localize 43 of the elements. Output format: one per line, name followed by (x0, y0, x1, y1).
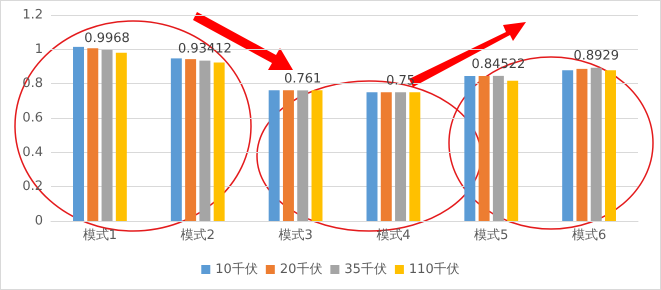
x-tick-label: 模式6 (572, 228, 606, 243)
bar (576, 68, 588, 221)
legend-label: 10千伏 (215, 262, 258, 277)
data-label: 0.9968 (84, 30, 130, 46)
legend-label: 35千伏 (344, 262, 387, 277)
bar (590, 68, 602, 221)
bar (282, 90, 294, 221)
x-tick-label: 模式2 (180, 228, 215, 243)
bar (312, 90, 322, 221)
data-label: 0.761 (284, 71, 322, 86)
bar (464, 76, 476, 221)
y-tick-label: 1 (34, 42, 43, 57)
x-tick-label: 模式1 (82, 228, 118, 243)
bar (102, 50, 113, 221)
bar (562, 70, 574, 221)
legend-label: 20千伏 (280, 262, 322, 277)
data-label: 0.93412 (178, 42, 232, 57)
bar (214, 62, 225, 221)
x-tick-label: 模式5 (474, 228, 508, 243)
bar (366, 92, 378, 221)
bar (73, 46, 84, 221)
bar (268, 90, 280, 221)
bar (507, 80, 518, 221)
legend-label: 110千伏 (408, 262, 460, 277)
bar (478, 76, 490, 221)
x-tick-label: 模式3 (278, 228, 313, 243)
bar (87, 48, 98, 221)
bar (380, 92, 392, 221)
y-tick-label: 1.2 (22, 8, 43, 22)
bar (492, 76, 504, 221)
data-label: 0.8929 (573, 48, 619, 64)
y-tick-label: 0.6 (22, 110, 43, 126)
bar (409, 92, 420, 221)
bar (170, 58, 182, 221)
bar (185, 59, 196, 221)
y-tick-label: 0.4 (22, 144, 43, 160)
bar (605, 70, 616, 221)
bar (199, 60, 210, 221)
bar (116, 52, 127, 221)
x-tick-label: 模式4 (376, 228, 411, 243)
bar (297, 90, 308, 221)
bar (395, 92, 406, 221)
y-tick-label: 0 (34, 214, 43, 228)
